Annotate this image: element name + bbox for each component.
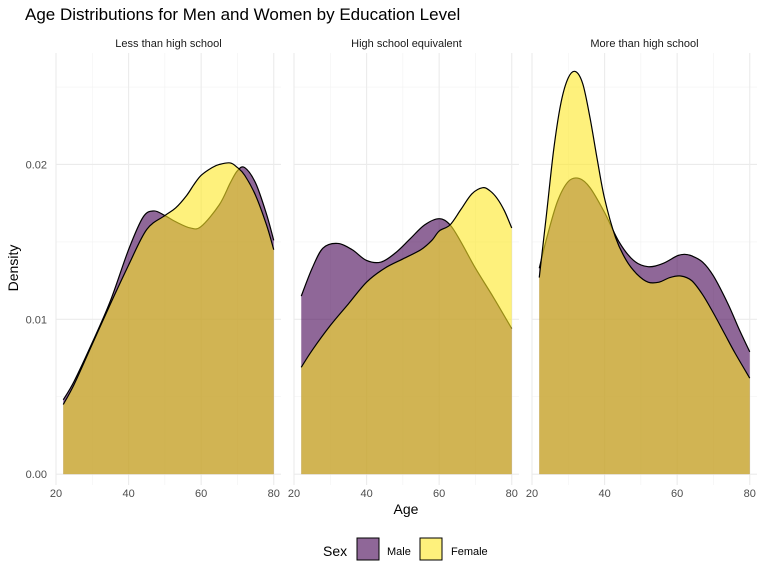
legend: Sex Male Female — [323, 537, 488, 561]
legend-label-female: Female — [451, 546, 488, 558]
density-area-female — [539, 71, 750, 475]
x-tick-label: 40 — [122, 488, 134, 500]
facet-strip-label: High school equivalent — [351, 38, 462, 50]
x-tick-label: 40 — [360, 488, 372, 500]
x-axis-title: Age — [394, 501, 419, 517]
y-tick-label: 0.00 — [26, 469, 47, 481]
density-line-female — [538, 70, 751, 379]
x-tick-label: 40 — [598, 488, 610, 500]
x-tick-label: 60 — [433, 488, 445, 500]
x-tick-label: 20 — [288, 488, 300, 500]
y-axis-title: Density — [5, 245, 21, 292]
facet-panels: Less than high school 20 40 60 80 0.00 0.01 0.0… — [26, 38, 757, 500]
facet-panel: Less than high school 20 40 60 80 0.00 0.01 0.0… — [26, 38, 281, 500]
legend-title: Sex — [323, 543, 347, 559]
density-area-female — [63, 162, 274, 475]
x-tick-label: 20 — [526, 488, 538, 500]
legend-label-male: Male — [387, 546, 411, 558]
legend-key-male — [356, 537, 380, 561]
x-tick-label: 80 — [506, 488, 518, 500]
x-tick-label: 60 — [195, 488, 207, 500]
x-tick-label: 20 — [50, 488, 62, 500]
facet-panel: High school equivalent 20 40 60 80 — [288, 38, 519, 500]
chart-title: Age Distributions for Men and Women by E… — [25, 5, 460, 24]
density-line-female — [300, 187, 513, 368]
legend-key-female — [419, 537, 443, 561]
x-tick-label: 60 — [671, 488, 683, 500]
y-tick-label: 0.01 — [26, 314, 47, 326]
density-area-female — [301, 187, 512, 475]
facet-strip-label: Less than high school — [115, 38, 221, 50]
facet-strip-label: More than high school — [590, 38, 698, 50]
facet-panel: More than high school 20 40 60 80 — [526, 38, 757, 500]
x-tick-label: 80 — [744, 488, 756, 500]
density-line-female — [62, 162, 275, 405]
x-tick-label: 80 — [268, 488, 280, 500]
y-tick-label: 0.02 — [26, 159, 47, 171]
